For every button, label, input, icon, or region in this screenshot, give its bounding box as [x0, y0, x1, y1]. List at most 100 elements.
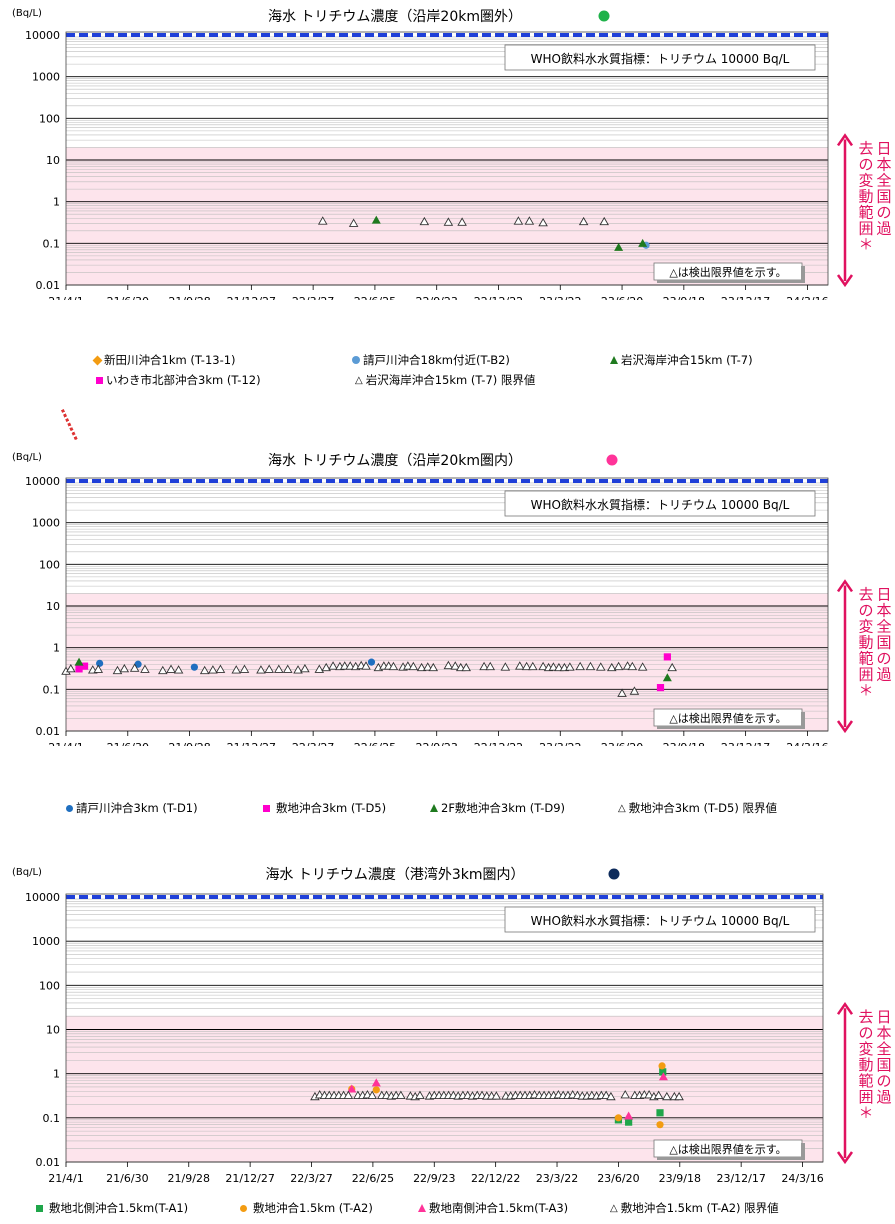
triangle-marker-icon	[418, 1204, 426, 1212]
data-point	[96, 659, 104, 667]
triangle-marker-icon	[610, 356, 618, 364]
legend-item: 請戸川沖合18km付近(T-B2)	[352, 352, 510, 368]
legend-item: 2F敷地沖合3km (T-D9)	[430, 800, 565, 816]
band-label-char: 過	[876, 1088, 891, 1106]
x-tick-label: 23/12/17	[721, 741, 770, 746]
data-point	[199, 665, 210, 675]
x-tick-label: 22/9/23	[415, 295, 457, 300]
data-point	[461, 662, 471, 672]
band-arrow-up-icon	[836, 579, 854, 593]
data-point	[367, 658, 376, 666]
band-label-char: 国	[876, 1056, 891, 1074]
band-arrow-down-icon	[836, 1151, 854, 1165]
band-label-char: ＊	[858, 1104, 873, 1122]
band-label-char: 変	[858, 171, 873, 189]
band-label-char: 囲	[858, 219, 873, 237]
chart-svg-outside-20km: 10000 1000 100 10 1 0.1 0.01 (Bq/L) 21/4/1 21/6/3…	[12, 8, 892, 308]
x-tick-label: 21/6/30	[107, 295, 149, 300]
data-point	[624, 1111, 634, 1120]
y-tick-label: 100	[39, 558, 60, 571]
x-tick-label: 21/4/1	[48, 1172, 83, 1185]
data-point	[513, 216, 524, 225]
y-tick-label: 1000	[32, 517, 60, 530]
y-tick-label: 1000	[32, 71, 60, 84]
legend-label: 敷地沖合1.5km (T-A2) 限界値	[620, 1201, 779, 1215]
legend-outside-20km: 新田川沖合1km (T-13-1) 請戸川沖合18km付近(T-B2) 岩沢海岸…	[0, 352, 895, 394]
circle-marker-icon	[352, 356, 360, 364]
data-point	[293, 665, 303, 674]
plot-frame	[65, 893, 824, 1163]
data-point	[347, 1084, 357, 1093]
band-label-char: の	[858, 1024, 873, 1042]
band-label-char: 国	[876, 633, 891, 651]
data-point	[674, 1091, 684, 1101]
open-triangle-marker-icon: △	[355, 374, 363, 386]
legend-label: 請戸川沖合18km付近(T-B2)	[363, 353, 510, 367]
data-point	[578, 216, 589, 226]
y-tick-label: 100	[39, 979, 60, 992]
data-point	[367, 1090, 377, 1099]
chart-panel-outside-20km: 10000 1000 100 10 1 0.1 0.01 (Bq/L) 21/4/1 21/6/3…	[0, 0, 895, 308]
band-label-char: 日	[876, 585, 891, 603]
who-label-box	[504, 490, 816, 517]
band-label-char: の	[858, 601, 873, 619]
data-point	[75, 665, 83, 673]
x-tick-label: 21/4/1	[48, 295, 83, 300]
data-point	[423, 662, 433, 671]
band-label-char: 去	[858, 585, 873, 603]
band-label-char: 去	[858, 139, 873, 157]
data-point	[667, 662, 677, 672]
data-point	[524, 216, 535, 225]
x-tick-label: 23/3/22	[539, 741, 581, 746]
data-point	[538, 217, 548, 227]
detection-note-shadow	[801, 266, 805, 283]
legend-label: 敷地沖合1.5km (T-A2)	[253, 1201, 373, 1215]
band-label-char: 過	[876, 219, 891, 237]
data-point	[371, 1078, 381, 1087]
band-label-char: 範	[858, 649, 873, 667]
y-tick-label: 1	[53, 642, 60, 655]
data-point	[403, 661, 413, 670]
x-tick-label: 21/9/28	[168, 741, 210, 746]
x-tick-label: 23/6/20	[601, 741, 643, 746]
data-point	[614, 242, 624, 251]
data-point	[629, 686, 640, 695]
data-point	[388, 661, 399, 671]
data-point	[606, 662, 617, 672]
legend-label: 2F敷地沖合3km (T-D9)	[441, 801, 566, 815]
data-point	[658, 1062, 666, 1070]
y-tick-label: 10	[46, 600, 60, 613]
data-point	[620, 1090, 631, 1099]
chart-title: 海水 トリチウム濃度（港湾外3km圏内）	[265, 866, 524, 883]
data-point	[614, 1114, 623, 1122]
data-point	[538, 661, 548, 671]
chart-svg-outside-harbor-3km: 10000 1000 100 10 1 0.1 0.01 (Bq/L) 21/4/1 21/6/3…	[12, 866, 892, 1185]
data-point	[419, 216, 430, 226]
data-point	[627, 661, 638, 671]
y-tick-label: 0.1	[43, 683, 61, 696]
x-tick-label: 22/6/25	[354, 741, 396, 746]
circle-marker-icon	[66, 804, 73, 812]
data-point	[93, 664, 104, 673]
x-tick-label: 21/12/27	[227, 295, 276, 300]
variation-band	[66, 593, 828, 731]
legend-label: 敷地北側沖合1.5km(T-A1)	[49, 1201, 189, 1215]
data-point	[112, 665, 123, 675]
band-label-char: の	[876, 203, 891, 221]
x-tick-label: 24/3/16	[786, 741, 828, 746]
band-label-char: 変	[858, 1040, 873, 1058]
plot-frame	[65, 31, 829, 286]
legend-label: 新田川沖合1km (T-13-1)	[104, 353, 236, 367]
x-tick-label: 22/9/23	[413, 1172, 455, 1185]
detection-note: △は検出限界値を示す。	[669, 711, 786, 725]
x-tick-label: 22/3/27	[292, 295, 334, 300]
y-tick-label: 100	[39, 112, 60, 125]
legend-item: △ 敷地沖合3km (T-D5) 限界値	[618, 800, 777, 816]
data-point	[328, 661, 338, 670]
legend-item: 敷地沖合1.5km (T-A2)	[240, 1200, 373, 1216]
detection-note-shadow	[657, 280, 805, 283]
band-label-char: 囲	[858, 1088, 873, 1106]
data-point	[625, 1118, 633, 1126]
data-point	[416, 662, 427, 672]
title-dot-icon	[598, 10, 610, 22]
